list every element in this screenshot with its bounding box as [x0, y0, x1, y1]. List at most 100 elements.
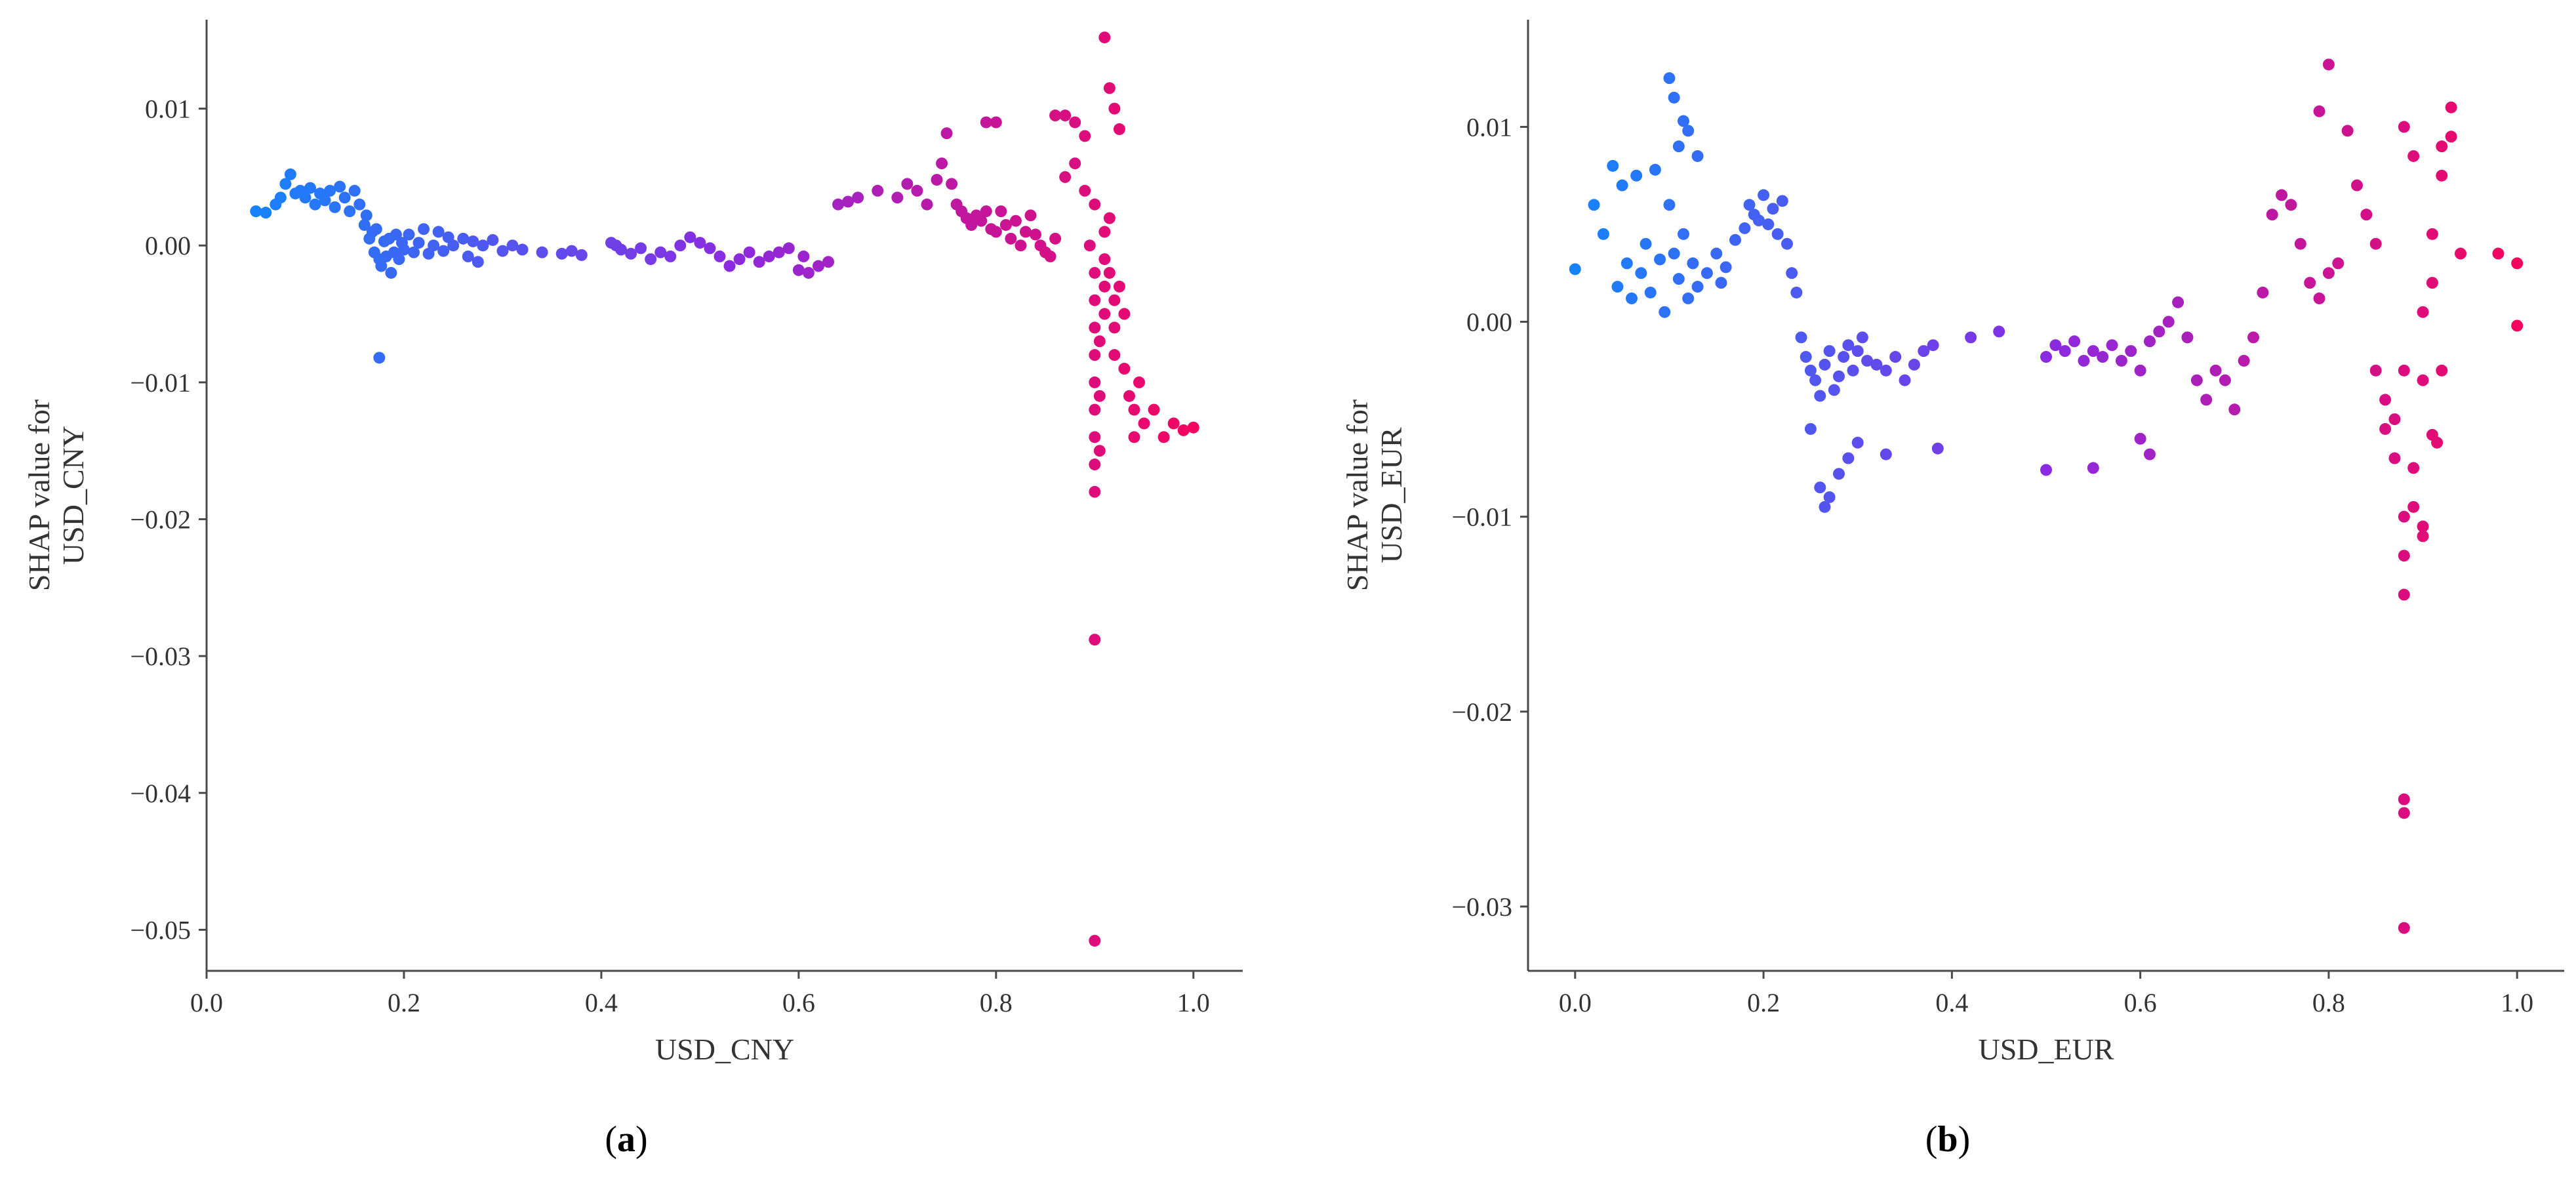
scatter-point: [635, 242, 647, 255]
scatter-point: [1687, 257, 1699, 270]
y-tick-label: −0.01: [1451, 502, 1512, 532]
scatter-point: [2144, 448, 2156, 460]
scatter-point: [1093, 335, 1106, 348]
scatter-point: [370, 223, 382, 235]
scatter-point: [1123, 390, 1135, 402]
scatter-point: [1762, 218, 1775, 230]
scatter-point: [1847, 364, 1859, 377]
scatter-point: [1654, 253, 1666, 266]
scatter-point: [812, 260, 824, 272]
scatter-point: [2162, 316, 2175, 328]
scatter-point: [1771, 228, 1784, 240]
scatter-point: [1880, 364, 1892, 377]
scatter-point: [2369, 364, 2382, 377]
scatter-point: [990, 116, 1002, 129]
scatter-point: [2417, 306, 2429, 318]
scatter-point: [911, 184, 923, 197]
scatter-point: [1167, 417, 1180, 430]
scatter-point: [1870, 358, 1883, 371]
scatter-point: [496, 245, 509, 257]
scatter-point: [704, 242, 716, 255]
scatter-point: [2511, 319, 2524, 332]
scatter-point: [472, 256, 484, 268]
scatter-point: [645, 253, 657, 266]
scatter-point: [2431, 436, 2444, 449]
scatter-point: [684, 231, 696, 243]
scatter-point: [1089, 431, 1101, 443]
scatter-point: [822, 256, 834, 268]
scatter-point: [1597, 228, 1609, 240]
scatter-point: [2257, 286, 2269, 298]
scatter-point: [462, 250, 474, 262]
scatter-point: [1089, 321, 1101, 334]
scatter-point: [1931, 442, 1944, 455]
scatter-points: [1569, 58, 2524, 934]
scatter-point: [2304, 277, 2316, 289]
scatter-point: [901, 178, 914, 190]
scatter-point: [1823, 491, 1836, 503]
scatter-point: [2115, 354, 2127, 367]
scatter-point: [1635, 267, 1647, 279]
scatter-point: [1089, 485, 1101, 498]
scatter-point: [2276, 189, 2288, 201]
scatter-point: [1069, 116, 1081, 129]
scatter-point: [2266, 209, 2278, 221]
scatter-point: [1790, 286, 1803, 298]
scatter-point: [2059, 345, 2071, 358]
scatter-point: [437, 245, 450, 257]
scatter-point: [358, 218, 371, 231]
scatter-point: [2040, 464, 2052, 476]
scatter-point: [2200, 394, 2213, 406]
y-tick-label: −0.01: [130, 368, 191, 398]
scatter-point: [1103, 266, 1116, 279]
scatter-point: [432, 226, 445, 238]
scatter-point: [743, 246, 755, 258]
x-tick-label: 0.4: [585, 988, 618, 1017]
scatter-point: [1786, 267, 1798, 279]
scatter-point: [1630, 169, 1643, 182]
scatter-point: [990, 226, 1002, 238]
scatter-point: [2125, 345, 2137, 358]
scatter-point: [1089, 376, 1101, 388]
y-tick-label: 0.00: [1466, 308, 1512, 337]
scatter-point: [506, 239, 519, 252]
scatter-point: [1588, 199, 1600, 211]
scatter-point: [2388, 413, 2401, 426]
scatter-point: [418, 223, 430, 235]
scatter-point: [1019, 226, 1032, 238]
scatter-point: [274, 192, 287, 204]
scatter-point: [891, 192, 904, 204]
scatter-point: [1965, 331, 1977, 344]
scatter-point: [1720, 261, 1732, 274]
scatter-point: [1083, 239, 1096, 252]
scatter-point: [1569, 263, 1581, 276]
scatter-point: [2398, 922, 2410, 934]
scatter-point: [2134, 432, 2146, 445]
scatter-point: [1851, 436, 1864, 449]
scatter-point: [1842, 452, 1855, 464]
scatter-point: [408, 246, 420, 258]
scatter-point: [2294, 237, 2306, 250]
scatter-point: [2087, 345, 2099, 358]
scatter-point: [1098, 280, 1111, 293]
scatter-point: [2398, 510, 2410, 523]
scatter-point: [1851, 345, 1864, 358]
scatter-point: [1059, 171, 1072, 183]
x-tick-label: 0.0: [190, 988, 223, 1017]
scatter-point: [457, 232, 470, 245]
scatter-point: [615, 243, 627, 256]
scatter-point: [2341, 125, 2354, 137]
scatter-point: [428, 239, 440, 252]
scatter-point: [1093, 445, 1106, 457]
scatter-point: [1814, 481, 1826, 494]
scatter-point: [1015, 239, 1027, 252]
scatter-point: [2398, 364, 2410, 377]
x-tick-label: 1.0: [2501, 988, 2533, 1017]
scatter-point: [1899, 374, 1911, 386]
scatter-point: [2238, 354, 2250, 367]
scatter-point: [1118, 363, 1131, 375]
scatter-point: [2369, 237, 2382, 250]
scatter-point: [309, 198, 321, 211]
scatter-point: [1098, 31, 1111, 44]
scatter-point: [2398, 121, 2410, 133]
